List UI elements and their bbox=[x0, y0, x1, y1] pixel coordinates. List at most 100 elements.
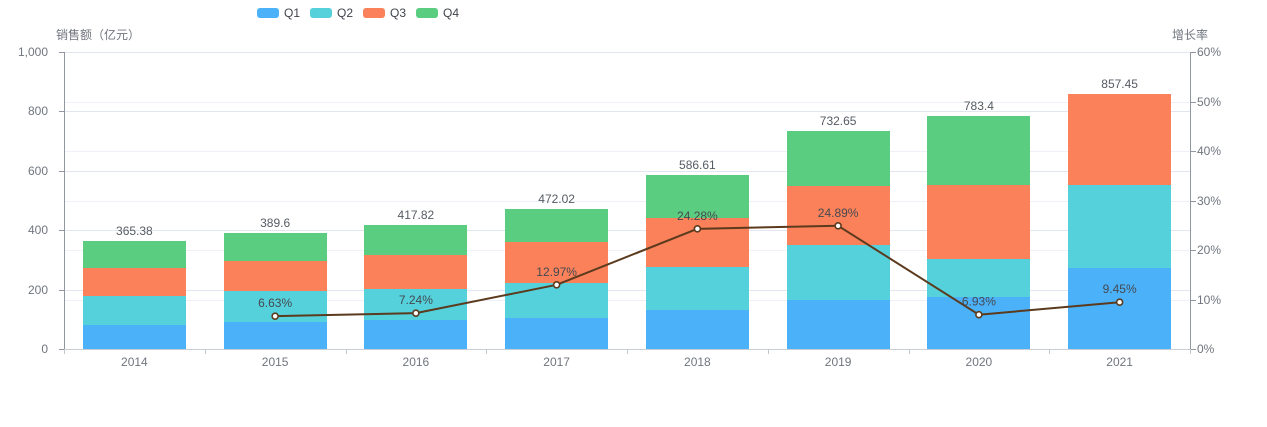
bar-total-label: 857.45 bbox=[1101, 77, 1138, 92]
legend-label: Q2 bbox=[337, 6, 354, 20]
x-axis-label-2015: 2015 bbox=[261, 355, 289, 369]
right-axis-tick bbox=[1191, 250, 1196, 251]
bar-q1-2014[interactable] bbox=[82, 324, 186, 349]
x-axis-label-2016: 2016 bbox=[402, 355, 430, 369]
bar-total-label: 783.4 bbox=[963, 99, 994, 114]
left-axis-tick bbox=[59, 170, 64, 172]
bar-total-label: 417.82 bbox=[397, 207, 435, 222]
x-axis-label-2014: 2014 bbox=[121, 355, 148, 369]
left-axis-tick bbox=[59, 230, 64, 232]
bar-q3-2019[interactable] bbox=[786, 185, 890, 246]
y-axis-tick-label-left: 1,000 bbox=[17, 45, 48, 59]
y-axis-tick-label-left: 600 bbox=[27, 163, 48, 178]
y-axis-tick-label-right: 0% bbox=[1197, 342, 1215, 356]
bar-q3-2015[interactable] bbox=[223, 261, 327, 292]
y-axis-tick-label-left: 400 bbox=[27, 223, 48, 238]
gridline-major bbox=[64, 111, 1190, 113]
x-axis-tick bbox=[1190, 349, 1191, 354]
y-axis-tick-label-right: 50% bbox=[1197, 94, 1222, 109]
bar-q2-2018[interactable] bbox=[645, 267, 749, 310]
bar-total-label: 365.38 bbox=[116, 223, 153, 238]
bar-q4-2020[interactable] bbox=[927, 116, 1031, 186]
legend-swatch-icon bbox=[310, 8, 333, 18]
bar-q3-2016[interactable] bbox=[364, 255, 468, 290]
legend-item-q2[interactable]: Q2 bbox=[310, 7, 353, 19]
legend-swatch-icon bbox=[416, 8, 439, 18]
legend-swatch-icon bbox=[363, 8, 386, 18]
bar-q3-2014[interactable] bbox=[82, 268, 186, 297]
bar-q4-2015[interactable] bbox=[223, 233, 327, 262]
bar-q2-2014[interactable] bbox=[82, 296, 186, 325]
bar-q4-2016[interactable] bbox=[364, 224, 468, 256]
legend-swatch-icon bbox=[257, 8, 279, 18]
bar-q1-2021[interactable] bbox=[1068, 267, 1172, 349]
x-axis-label-2020: 2020 bbox=[965, 355, 993, 369]
left-axis-tick bbox=[59, 52, 64, 53]
growth-point-2019[interactable] bbox=[834, 221, 842, 230]
left-axis-tick bbox=[59, 349, 64, 350]
growth-point-2017[interactable] bbox=[552, 280, 561, 289]
growth-point-label: 6.63% bbox=[258, 296, 292, 310]
growth-point-label: 24.89% bbox=[818, 206, 859, 220]
right-axis-tick bbox=[1191, 151, 1196, 152]
gridline-minor bbox=[64, 250, 1190, 251]
y-axis-tick-label-right: 40% bbox=[1197, 144, 1222, 158]
y-axis-tick-label-right: 30% bbox=[1197, 193, 1222, 208]
bar-q3-2021[interactable] bbox=[1068, 94, 1172, 186]
bar-q1-2018[interactable] bbox=[645, 309, 749, 349]
y-axis-tick-label-right: 10% bbox=[1197, 292, 1222, 307]
bar-q4-2014[interactable] bbox=[82, 240, 186, 269]
legend-item-q3[interactable]: Q3 bbox=[363, 7, 406, 19]
left-axis-name: 销售额（亿元） bbox=[56, 28, 141, 42]
bar-q4-2019[interactable] bbox=[786, 131, 890, 186]
x-axis-tick bbox=[64, 349, 65, 354]
gridline-major bbox=[64, 170, 1190, 172]
growth-point-2015[interactable] bbox=[271, 312, 279, 320]
bar-q1-2019[interactable] bbox=[786, 300, 890, 349]
bar-q3-2020[interactable] bbox=[927, 185, 1031, 259]
gridline-minor bbox=[64, 299, 1190, 301]
right-axis-tick bbox=[1191, 101, 1196, 103]
y-axis-tick-label-left: 200 bbox=[27, 282, 48, 297]
x-axis-tick bbox=[767, 349, 769, 354]
bar-q1-2016[interactable] bbox=[364, 319, 468, 349]
right-axis-tick bbox=[1191, 349, 1196, 350]
bar-q2-2017[interactable] bbox=[505, 282, 609, 318]
gridline-minor bbox=[64, 151, 1190, 152]
x-axis-tick bbox=[1049, 349, 1051, 354]
legend-item-q1[interactable]: Q1 bbox=[257, 7, 300, 19]
bar-q1-2020[interactable] bbox=[927, 297, 1031, 349]
x-axis-tick bbox=[627, 349, 628, 354]
growth-point-label: 9.45% bbox=[1103, 282, 1137, 296]
gridline-major bbox=[64, 289, 1190, 291]
growth-point-2018[interactable] bbox=[693, 225, 702, 233]
growth-point-label: 7.24% bbox=[399, 293, 433, 307]
growth-point-2021[interactable] bbox=[1115, 298, 1124, 307]
growth-point-2020[interactable] bbox=[975, 310, 983, 319]
bar-q2-2019[interactable] bbox=[786, 245, 890, 300]
bar-total-label: 389.6 bbox=[260, 216, 291, 231]
bar-q1-2015[interactable] bbox=[223, 322, 327, 349]
bar-q4-2018[interactable] bbox=[645, 174, 749, 219]
growth-point-2016[interactable] bbox=[412, 309, 420, 317]
growth-line-layer: 6.63% 7.24% 12.97% 24.28% 24.89% 6.93% 9.45% bbox=[258, 206, 1137, 320]
x-axis-label-2021: 2021 bbox=[1106, 355, 1133, 369]
right-y-axis-line bbox=[1190, 52, 1191, 349]
right-axis-name: 增长率 bbox=[1172, 28, 1209, 42]
bar-q2-2021[interactable] bbox=[1068, 185, 1172, 268]
y-axis-tick-label-right: 20% bbox=[1197, 243, 1222, 257]
legend-item-q4[interactable]: Q4 bbox=[416, 7, 459, 19]
y-axis-tick-label-left: 800 bbox=[27, 104, 48, 119]
legend-label: Q3 bbox=[390, 6, 407, 20]
left-axis-tick bbox=[59, 111, 64, 113]
bar-q3-2017[interactable] bbox=[505, 242, 609, 283]
x-axis-tick bbox=[204, 349, 206, 354]
bar-total-label: 586.61 bbox=[679, 157, 716, 172]
bar-q2-2020[interactable] bbox=[927, 258, 1031, 298]
x-axis-tick bbox=[908, 349, 910, 354]
left-y-axis-line bbox=[64, 52, 65, 349]
bar-q1-2017[interactable] bbox=[505, 317, 609, 349]
right-axis-tick bbox=[1191, 299, 1196, 301]
bar-q4-2017[interactable] bbox=[505, 208, 609, 243]
x-axis-label-2018: 2018 bbox=[684, 355, 711, 369]
